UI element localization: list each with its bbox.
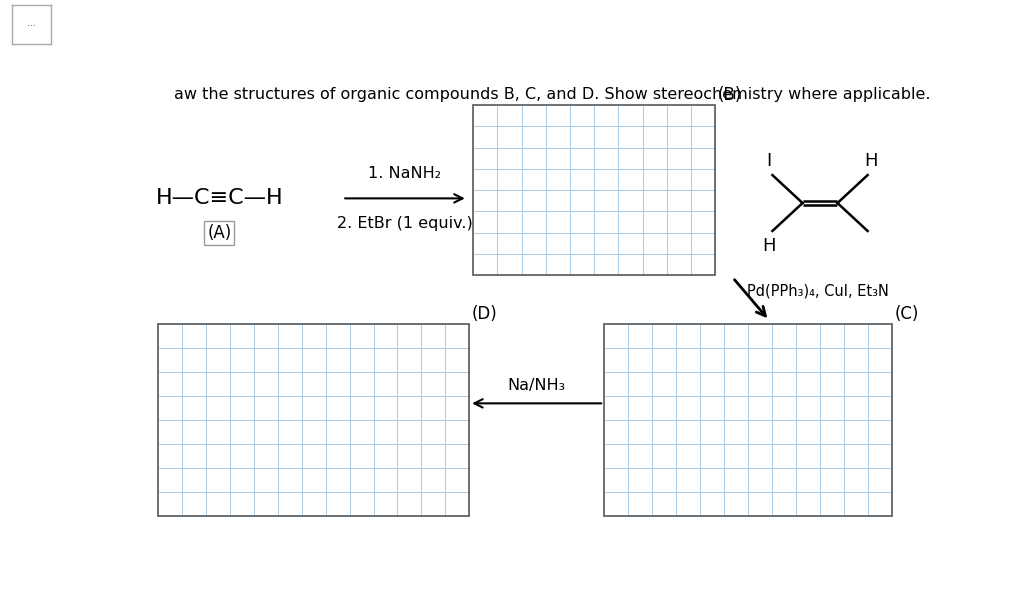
Text: 2. EtBr (1 equiv.): 2. EtBr (1 equiv.) (337, 215, 473, 231)
Text: ...: ... (28, 18, 36, 28)
Text: (D): (D) (472, 306, 498, 323)
Text: H—C≡C—H: H—C≡C—H (156, 188, 283, 208)
Text: (C): (C) (895, 306, 919, 323)
Bar (604, 324, 892, 516)
Bar (473, 105, 715, 275)
Text: Pd(PPh₃)₄, CuI, Et₃N: Pd(PPh₃)₄, CuI, Et₃N (748, 284, 890, 299)
Text: H: H (864, 152, 878, 171)
Text: 1. NaNH₂: 1. NaNH₂ (369, 166, 441, 181)
Text: I: I (767, 152, 772, 171)
Text: (B): (B) (718, 87, 742, 104)
Text: H: H (763, 237, 776, 255)
Text: Na/NH₃: Na/NH₃ (508, 378, 566, 393)
Text: aw the structures of organic compounds B, C, and D. Show stereochemistry where a: aw the structures of organic compounds B… (174, 87, 931, 102)
Text: (A): (A) (207, 224, 231, 243)
Bar (158, 324, 469, 516)
